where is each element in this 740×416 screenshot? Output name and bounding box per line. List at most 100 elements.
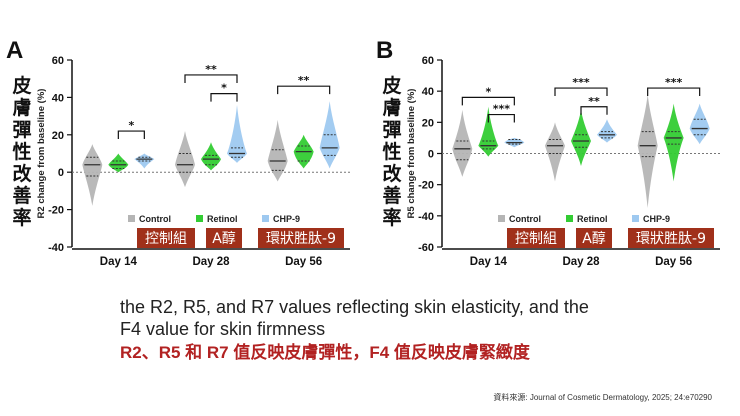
x-tick-label: Day 56 (285, 256, 322, 268)
violin-control (452, 109, 473, 177)
significance-bracket (554, 87, 608, 97)
source-citation: 資料來源: Journal of Cosmetic Dermatology, 2… (493, 393, 712, 402)
group-label-box (507, 228, 565, 248)
significance-bracket (277, 85, 331, 95)
y-tick-label: 0 (428, 149, 434, 161)
side-label-char: 性 (12, 140, 31, 163)
y-tick-label: 20 (422, 117, 434, 129)
caption-chinese: R2、R5 和 R7 值反映皮膚彈性，F4 值反映皮膚緊緻度 (120, 343, 530, 362)
legend-swatch (128, 215, 135, 222)
group-label-box (628, 228, 714, 248)
x-tick-label: Day 14 (470, 256, 508, 268)
group-label-box (137, 228, 195, 248)
side-label-char: 皮 (382, 74, 401, 97)
caption-english-line1: the R2, R5, and R7 values reflecting ski… (120, 297, 589, 317)
side-label-char: 率 (382, 206, 401, 229)
y-axis-label: R5 change from baseline (%) (406, 89, 417, 219)
violin-chp-9 (689, 103, 710, 145)
violin-control (82, 144, 103, 206)
y-tick-label: 60 (422, 55, 434, 67)
violin-control (175, 131, 195, 188)
legend-swatch (566, 215, 573, 222)
violin-chp-9 (319, 101, 340, 169)
panel-letter: B (376, 37, 393, 64)
legend-swatch (196, 215, 203, 222)
y-tick-label: -40 (418, 211, 434, 223)
significance-bracket (647, 87, 701, 97)
y-tick-label: 40 (422, 86, 434, 98)
significance-label: ** (588, 95, 600, 108)
violin-chp-9 (227, 104, 247, 163)
y-tick-label: -60 (418, 242, 434, 254)
side-label-char: 改 (12, 162, 32, 185)
x-tick-label: Day 56 (655, 256, 692, 268)
group-label-text: 環狀胜肽-9 (636, 231, 706, 247)
legend-swatch (632, 215, 639, 222)
side-label-char: 彈 (382, 119, 401, 141)
violin-control (545, 122, 565, 182)
y-tick-label: 60 (52, 55, 64, 67)
x-tick-label: Day 28 (192, 256, 230, 268)
caption-english-line2: F4 value for skin firmness (120, 319, 326, 339)
legend-label: CHP-9 (643, 214, 670, 224)
significance-label: ** (298, 74, 310, 87)
side-label-char: 善 (382, 184, 401, 207)
side-label-char: 善 (12, 184, 31, 207)
significance-bracket (117, 130, 145, 140)
y-tick-label: -20 (48, 205, 64, 217)
legend-label: Control (509, 214, 541, 224)
significance-label: *** (572, 76, 590, 89)
y-axis-label: R2 change from baseline (%) (36, 89, 47, 219)
group-label-text: 環狀胜肽-9 (266, 231, 336, 247)
x-tick-label: Day 14 (100, 256, 138, 268)
significance-bracket (487, 113, 515, 123)
side-label-char: 率 (12, 206, 31, 229)
significance-label: *** (665, 76, 683, 89)
side-label-char: 膚 (12, 96, 31, 119)
group-label-text: 控制組 (145, 231, 187, 247)
violin-retinol (571, 109, 591, 166)
legend-label: Control (139, 214, 171, 224)
y-tick-label: 20 (52, 130, 64, 142)
violin-control (267, 119, 288, 182)
legend-label: Retinol (577, 214, 608, 224)
group-label-box (258, 228, 344, 248)
significance-label: * (128, 119, 134, 132)
significance-label: * (485, 85, 491, 98)
significance-label: * (221, 82, 227, 95)
significance-label: *** (493, 103, 511, 116)
legend-label: Retinol (207, 214, 238, 224)
side-label-char: 彈 (12, 119, 31, 141)
violin-retinol (108, 153, 129, 173)
group-label-text: 控制組 (515, 231, 557, 247)
group-label-box (206, 228, 242, 248)
significance-bracket (210, 93, 238, 102)
side-label-char: 性 (382, 140, 401, 163)
legend-swatch (262, 215, 269, 222)
legend-swatch (498, 215, 505, 222)
y-tick-label: -40 (48, 242, 64, 254)
violin-retinol (663, 103, 684, 182)
legend-label: CHP-9 (273, 214, 300, 224)
x-tick-label: Day 28 (562, 256, 600, 268)
significance-bracket (461, 96, 515, 106)
y-tick-label: -20 (418, 180, 434, 192)
violin-chp-9 (597, 119, 617, 143)
group-label-box (576, 228, 612, 248)
significance-bracket (580, 106, 608, 115)
significance-label: ** (205, 63, 217, 76)
violin-control (637, 94, 658, 209)
significance-bracket (184, 74, 238, 83)
y-tick-label: 40 (52, 92, 64, 104)
side-label-char: 改 (382, 162, 402, 185)
violin-retinol (201, 142, 221, 171)
side-label-char: 皮 (12, 74, 31, 97)
violin-chp-9 (134, 153, 155, 169)
group-label-text: A醇 (582, 230, 606, 247)
violin-retinol (478, 106, 499, 157)
group-label-text: A醇 (212, 230, 236, 247)
panel-letter: A (6, 37, 23, 64)
